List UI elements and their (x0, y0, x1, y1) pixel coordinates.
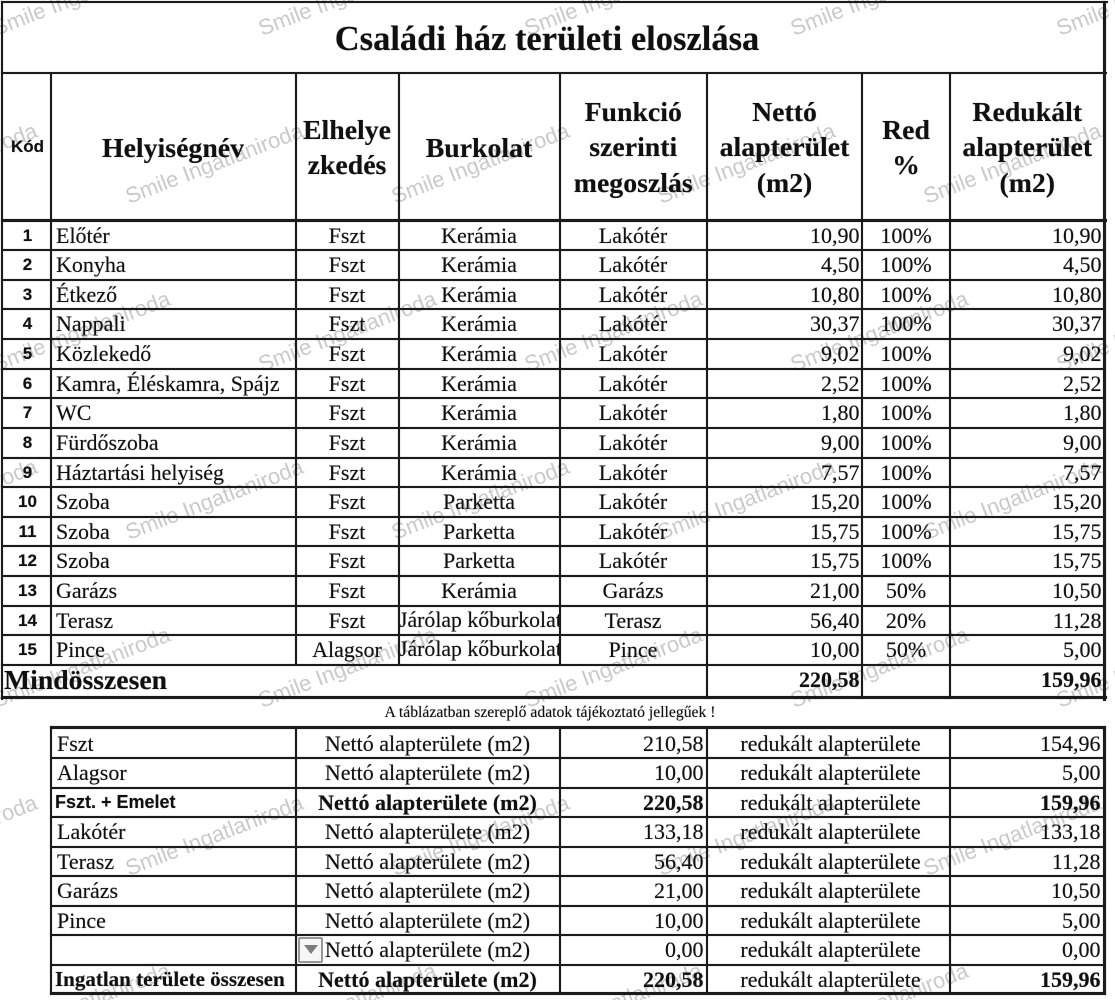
svg-text:Smile Ingatlaniroda: Smile Ingatlaniroda (0, 790, 41, 881)
